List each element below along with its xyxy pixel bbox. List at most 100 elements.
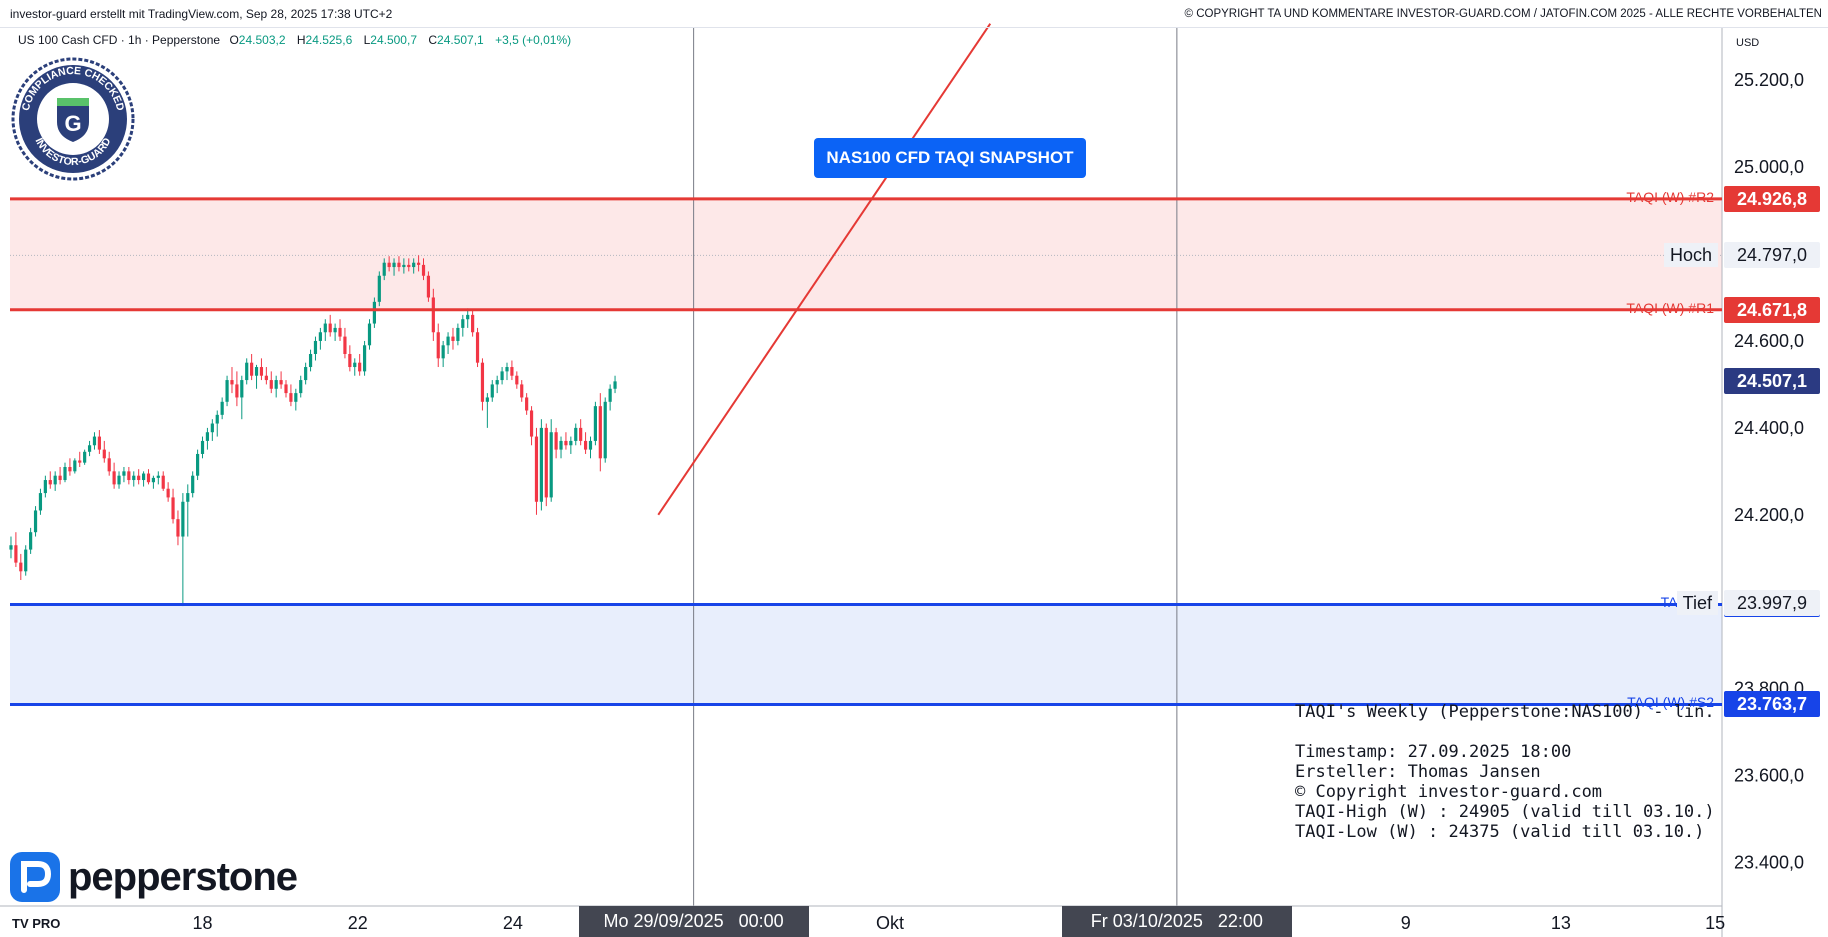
candle-body bbox=[451, 336, 455, 341]
info-line: Timestamp: 27.09.2025 18:00 bbox=[1295, 742, 1572, 762]
candle-body bbox=[225, 380, 229, 402]
time-tick-label: Okt bbox=[876, 913, 904, 933]
time-tick-label: 18 bbox=[192, 913, 212, 933]
info-line: Ersteller: Thomas Jansen bbox=[1295, 762, 1541, 782]
seal-letter: G bbox=[64, 111, 81, 136]
candle-body bbox=[500, 371, 504, 381]
time-tick-label: 24 bbox=[503, 913, 523, 933]
candle-body bbox=[466, 314, 470, 320]
candle-body bbox=[205, 432, 210, 441]
side-level-label: Tief bbox=[1676, 590, 1718, 615]
candle-body bbox=[68, 467, 72, 472]
candle-body bbox=[107, 458, 111, 472]
candle-body bbox=[397, 262, 401, 268]
candle-body bbox=[515, 375, 519, 385]
time-tick-label: 9 bbox=[1401, 913, 1411, 933]
candle-body bbox=[412, 262, 416, 268]
crosshair-time-label: Mo 29/09/2025 00:00 bbox=[578, 906, 809, 937]
pepperstone-logo-icon bbox=[10, 852, 60, 902]
candle-body bbox=[367, 323, 372, 346]
price-tick-label: 24.200,0 bbox=[1734, 505, 1804, 525]
candle-body bbox=[250, 362, 254, 376]
candle-body bbox=[19, 562, 23, 572]
candle-body bbox=[495, 380, 499, 385]
candle-body bbox=[544, 427, 548, 498]
candle-body bbox=[235, 384, 239, 398]
candle-body bbox=[112, 471, 116, 485]
candle-body bbox=[608, 388, 612, 402]
candle-body bbox=[181, 501, 185, 537]
candle-body bbox=[294, 393, 298, 402]
candle-body bbox=[358, 362, 362, 372]
candle-body bbox=[269, 380, 273, 389]
candle-body bbox=[87, 445, 92, 452]
candle-body bbox=[137, 475, 141, 481]
candle-body bbox=[559, 440, 563, 450]
candle-body bbox=[529, 410, 534, 437]
candle-body bbox=[407, 264, 411, 268]
side-level-value[interactable]: 24.797,0 bbox=[1724, 242, 1820, 269]
candle-body bbox=[73, 460, 77, 472]
candle-body bbox=[549, 432, 553, 498]
candle-body bbox=[196, 453, 200, 476]
candle-body bbox=[53, 475, 57, 485]
symbol-legend[interactable]: US 100 Cash CFD · 1h · Pepperstone O24.5… bbox=[18, 33, 577, 47]
level-zone bbox=[10, 198, 1722, 310]
price-tick-label: 25.200,0 bbox=[1734, 70, 1804, 90]
price-tag[interactable]: 24.926,8 bbox=[1724, 185, 1820, 212]
candle-body bbox=[343, 336, 347, 354]
candle-body bbox=[382, 262, 386, 276]
candle-body bbox=[446, 336, 450, 346]
candle-body bbox=[24, 549, 28, 572]
candle-body bbox=[200, 440, 205, 454]
info-line: TAQI-High (W) : 24905 (valid till 03.10.… bbox=[1295, 802, 1715, 822]
candle-body bbox=[564, 440, 568, 446]
candle-body bbox=[102, 449, 106, 459]
candle-body bbox=[475, 332, 480, 363]
trend-line bbox=[657, 23, 992, 516]
candle-body bbox=[534, 436, 539, 502]
candle-body bbox=[97, 436, 101, 450]
candle-body bbox=[461, 319, 465, 328]
candle-body bbox=[574, 427, 578, 441]
ohlc-high: H24.525,6 bbox=[296, 33, 353, 47]
candle-body bbox=[63, 467, 67, 481]
candle-body bbox=[220, 401, 224, 415]
side-level-value[interactable]: 23.997,9 bbox=[1724, 589, 1820, 616]
candle-body bbox=[456, 327, 460, 341]
candles-layer bbox=[9, 255, 617, 607]
candle-body bbox=[485, 397, 489, 402]
time-tick-label: 22 bbox=[348, 913, 368, 933]
candle-body bbox=[43, 480, 47, 494]
candle-body bbox=[603, 401, 607, 459]
candle-body bbox=[362, 345, 367, 372]
brand-name: pepperstone bbox=[68, 854, 298, 899]
candle-body bbox=[328, 323, 332, 333]
snapshot-badge[interactable]: NAS100 CFD TAQI SNAPSHOT bbox=[814, 138, 1086, 178]
candle-body bbox=[431, 297, 435, 333]
price-tick-label: 24.400,0 bbox=[1734, 418, 1804, 438]
candle-body bbox=[279, 380, 283, 385]
tradingview-logo[interactable]: TV PRO bbox=[12, 916, 61, 931]
candle-body bbox=[284, 384, 288, 394]
candle-body bbox=[613, 381, 617, 389]
candle-body bbox=[274, 380, 278, 389]
price-tick-label: 23.400,0 bbox=[1734, 853, 1804, 873]
currency-unit[interactable]: USD bbox=[1736, 37, 1760, 49]
price-tag[interactable]: 24.671,8 bbox=[1724, 296, 1820, 323]
candle-body bbox=[186, 493, 190, 502]
time-tick-label: 13 bbox=[1551, 913, 1571, 933]
candle-body bbox=[588, 440, 593, 450]
candle-body bbox=[377, 275, 381, 302]
price-tag[interactable]: 23.763,7 bbox=[1724, 691, 1820, 718]
ohlc-open: O24.503,2 bbox=[229, 33, 286, 47]
candle-body bbox=[245, 362, 249, 381]
price-tag[interactable]: 24.507,1 bbox=[1724, 368, 1820, 395]
candle-body bbox=[29, 532, 33, 550]
side-level-label: Hoch bbox=[1663, 243, 1718, 268]
candle-body bbox=[9, 545, 13, 550]
candle-body bbox=[215, 414, 219, 424]
candle-body bbox=[166, 488, 170, 498]
top-bar: investor-guard erstellt mit TradingView.… bbox=[0, 0, 1828, 28]
